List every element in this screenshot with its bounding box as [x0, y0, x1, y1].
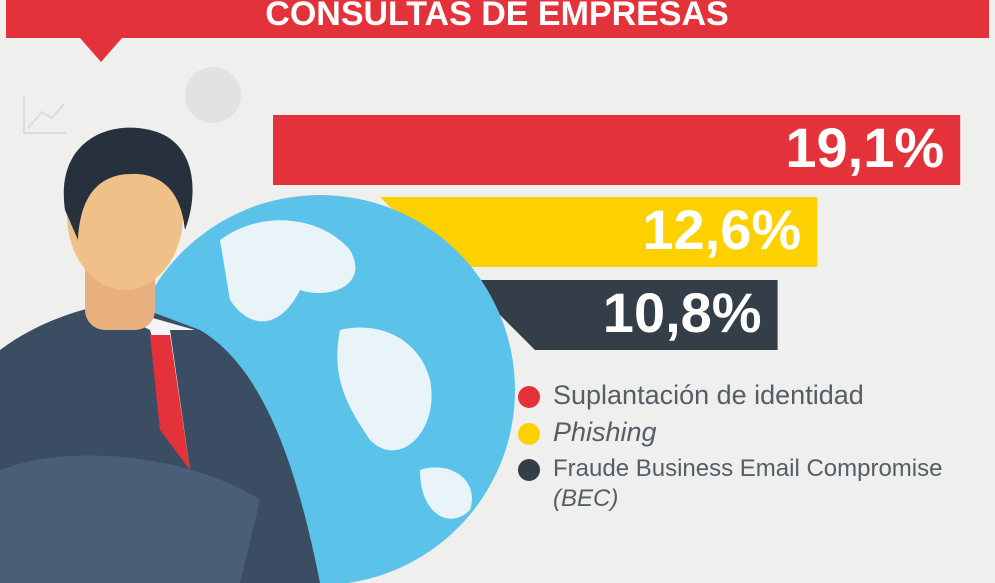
hair: [63, 127, 193, 240]
pie-icon: [185, 67, 241, 123]
legend-marker: [518, 459, 540, 481]
bar: [380, 197, 818, 267]
value-label: 12,6%: [642, 198, 801, 261]
legend-marker: [518, 423, 540, 445]
legend-label: Fraude Business Email Compromise (BEC): [553, 455, 942, 512]
globe-land: [337, 327, 432, 451]
legend-label: Phishing: [553, 417, 657, 447]
arms: [0, 455, 260, 583]
chart-icon: [23, 95, 66, 134]
bar: [273, 115, 961, 185]
title-banner: [6, 0, 989, 38]
bars: 19,1% 12,6% 10,8%: [273, 115, 961, 350]
legend-marker: [518, 386, 540, 408]
value-label: 10,8%: [603, 281, 762, 344]
legend-label: Suplantación de identidad: [553, 380, 864, 410]
legend-label-line: Fraude Business Email Compromise: [553, 455, 942, 482]
globe-land: [420, 467, 472, 519]
globe-land: [220, 220, 356, 322]
legend-label-line: (BEC): [553, 485, 618, 512]
person: [0, 127, 320, 583]
chart-title: CONSULTAS DE EMPRESAS: [265, 0, 728, 33]
tie: [150, 335, 190, 470]
value-label: 19,1%: [785, 116, 944, 179]
bar: [465, 280, 778, 350]
banner-pointer: [80, 38, 122, 62]
legend: Suplantación de identidad Phishing Fraude …: [518, 380, 942, 512]
